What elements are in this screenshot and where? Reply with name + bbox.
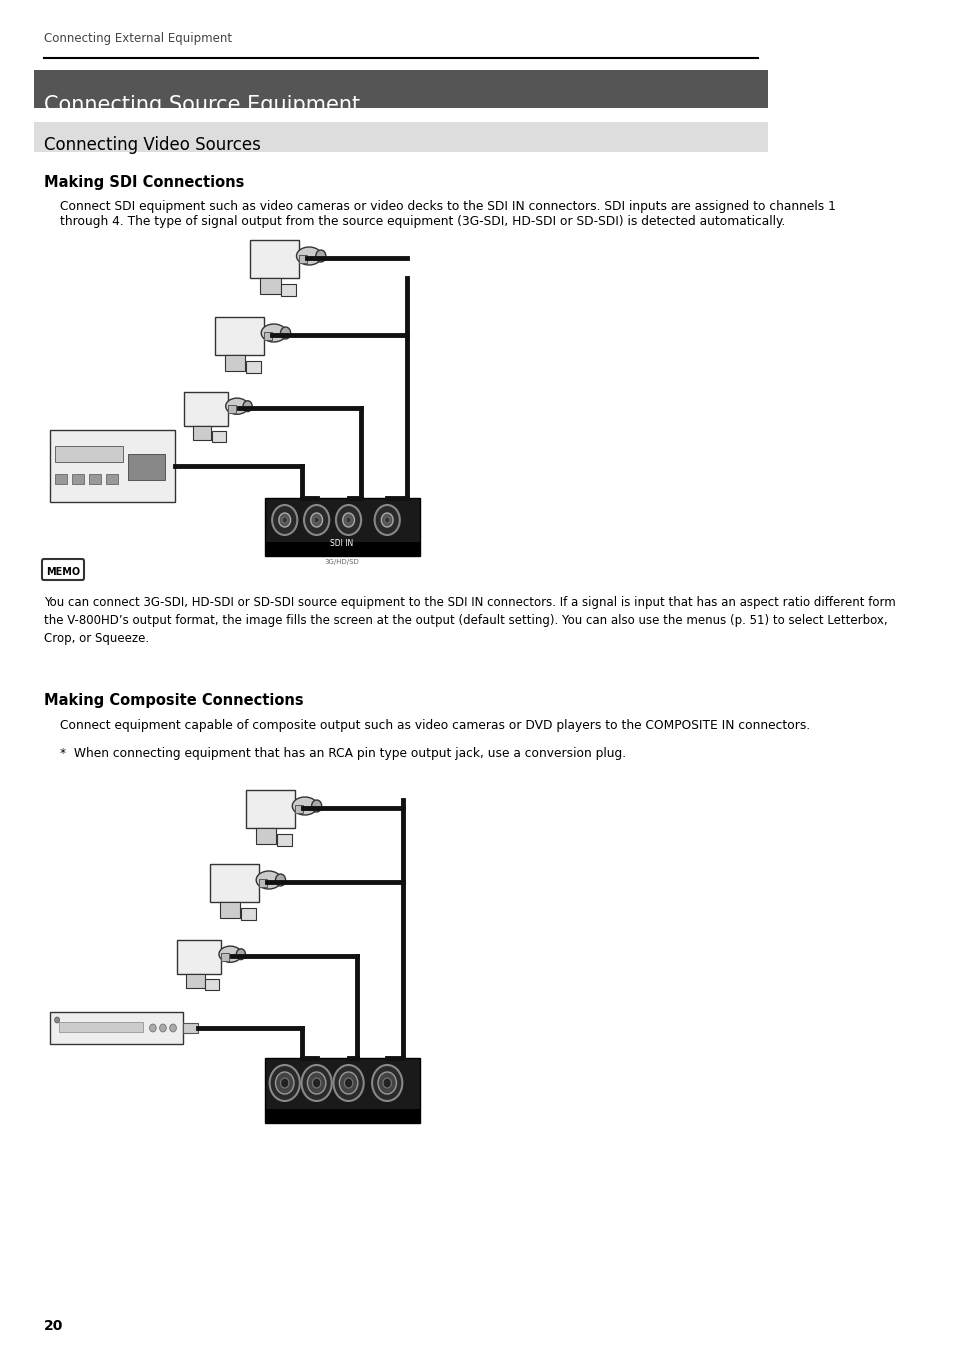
Circle shape [150,1024,156,1032]
Circle shape [339,1071,357,1094]
Ellipse shape [312,800,321,812]
Bar [128,454,165,480]
Bar [260,278,280,295]
Bar [51,1012,183,1044]
Bar [250,240,298,278]
Ellipse shape [315,250,326,262]
Bar [256,828,276,844]
Bar [264,1058,419,1123]
Bar [281,284,296,296]
FancyBboxPatch shape [33,122,767,153]
Bar [246,361,261,373]
Bar [210,865,258,902]
Circle shape [382,1078,391,1088]
FancyBboxPatch shape [33,70,767,108]
Ellipse shape [256,871,281,889]
Bar [59,1021,143,1032]
Bar [264,542,419,557]
Ellipse shape [292,797,317,815]
Circle shape [335,505,361,535]
Circle shape [372,1065,402,1101]
Circle shape [314,517,319,523]
Text: Connecting Source Equipment: Connecting Source Equipment [44,95,359,115]
Text: *  When connecting equipment that has an RCA pin type output jack, use a convers: * When connecting equipment that has an … [60,747,626,761]
Ellipse shape [275,874,285,886]
Text: You can connect 3G-SDI, HD-SDI or SD-SDI source equipment to the SDI IN connecto: You can connect 3G-SDI, HD-SDI or SD-SDI… [44,596,895,644]
Circle shape [346,517,351,523]
Bar [193,426,212,440]
Text: SDI IN: SDI IN [330,539,354,549]
Ellipse shape [236,948,245,959]
Bar [89,474,101,484]
Text: Making SDI Connections: Making SDI Connections [44,176,244,190]
Circle shape [384,517,390,523]
Bar [298,255,307,263]
Circle shape [275,1071,294,1094]
Text: Connecting Video Sources: Connecting Video Sources [44,136,260,154]
Bar [51,430,174,503]
Ellipse shape [226,399,248,415]
Circle shape [307,1071,326,1094]
Bar [220,902,240,917]
Bar [205,979,219,990]
Circle shape [282,517,287,523]
Ellipse shape [296,247,321,265]
Bar [214,317,263,355]
Circle shape [381,513,393,527]
Bar [241,908,256,920]
Bar [228,405,235,412]
Bar [277,834,292,846]
Text: 3G/HD/SD: 3G/HD/SD [324,559,359,565]
Bar [106,474,117,484]
Circle shape [304,505,329,535]
Ellipse shape [261,324,286,342]
Ellipse shape [219,946,241,962]
Text: MEMO: MEMO [46,567,80,577]
Ellipse shape [280,327,291,339]
Text: Connecting External Equipment: Connecting External Equipment [44,32,232,45]
Bar [263,332,272,340]
FancyBboxPatch shape [42,559,84,580]
Bar [246,790,294,828]
Circle shape [377,1071,396,1094]
Bar [294,805,303,813]
Circle shape [170,1024,176,1032]
Circle shape [342,513,355,527]
Circle shape [344,1078,353,1088]
Bar [55,474,67,484]
Circle shape [159,1024,166,1032]
Text: Connect SDI equipment such as video cameras or video decks to the SDI IN connect: Connect SDI equipment such as video came… [60,200,836,228]
Bar [72,474,84,484]
Bar [264,1109,419,1123]
Circle shape [301,1065,332,1101]
Bar [183,1023,198,1034]
Circle shape [272,505,297,535]
Bar [55,446,123,462]
Circle shape [375,505,399,535]
Circle shape [313,1078,320,1088]
Bar [225,355,245,372]
Bar [221,954,229,961]
Bar [184,392,228,426]
Bar [177,940,221,974]
Circle shape [311,513,322,527]
Text: Connect equipment capable of composite output such as video cameras or DVD playe: Connect equipment capable of composite o… [60,719,810,732]
Bar [186,974,204,989]
Circle shape [334,1065,363,1101]
Text: 20: 20 [44,1319,63,1333]
Circle shape [54,1017,60,1023]
Text: Making Composite Connections: Making Composite Connections [44,693,303,708]
Ellipse shape [243,401,252,412]
Bar [258,880,267,888]
Circle shape [270,1065,299,1101]
Bar [264,499,419,557]
Circle shape [280,1078,289,1088]
Circle shape [278,513,291,527]
Bar [212,431,226,442]
